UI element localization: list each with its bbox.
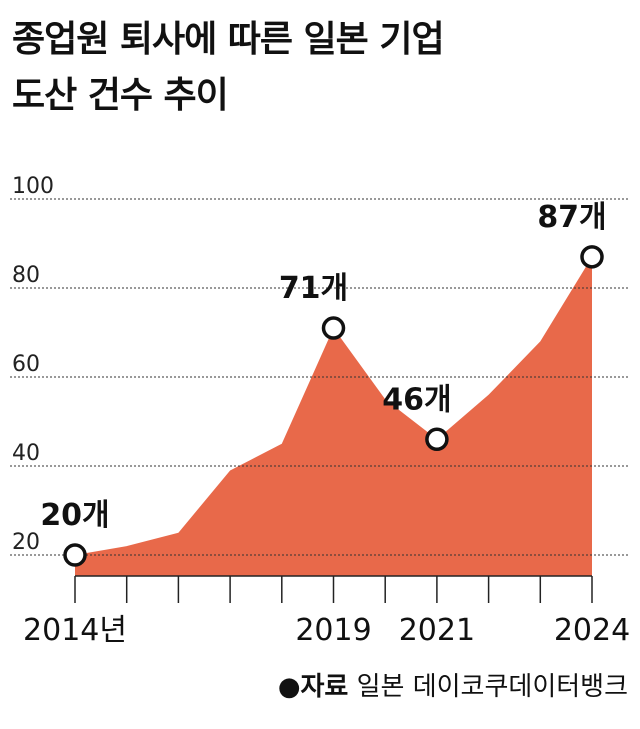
data-point-2019 — [321, 316, 346, 340]
y-tick-label-80: 80 — [12, 263, 40, 288]
data-label-2021: 46개 — [382, 382, 451, 417]
x-tick-label-2024: 2024 — [554, 613, 630, 648]
x-tick-label-2014: 2014년 — [23, 613, 127, 648]
area-series — [75, 256, 592, 576]
chart-title: 종업원 퇴사에 따른 일본 기업 도산 건수 추이 — [12, 12, 445, 124]
data-label-2019: 71개 — [279, 271, 348, 306]
data-label-2014: 20개 — [40, 498, 109, 533]
data-point-2021 — [425, 427, 449, 452]
data-point-2014 — [63, 543, 87, 567]
x-tick-label-2019: 2019 — [295, 613, 371, 648]
source-text: 일본 데이코쿠데이터뱅크 — [348, 672, 628, 702]
source-note: ●자료 일본 데이코쿠데이터뱅크 — [278, 666, 628, 703]
source-bullet: ● — [277, 672, 301, 702]
y-tick-label-60: 60 — [12, 352, 40, 377]
x-tick-label-2021: 2021 — [399, 613, 475, 648]
data-point-2024 — [580, 245, 604, 269]
title-line-1: 종업원 퇴사에 따른 일본 기업 — [12, 19, 445, 60]
source-label: 자료 — [300, 672, 349, 702]
y-tick-label-100: 100 — [12, 174, 54, 199]
y-tick-label-40: 40 — [12, 441, 40, 466]
data-label-2024: 87개 — [537, 200, 606, 235]
y-tick-label-20: 20 — [12, 530, 40, 555]
title-line-2: 도산 건수 추이 — [12, 75, 229, 116]
